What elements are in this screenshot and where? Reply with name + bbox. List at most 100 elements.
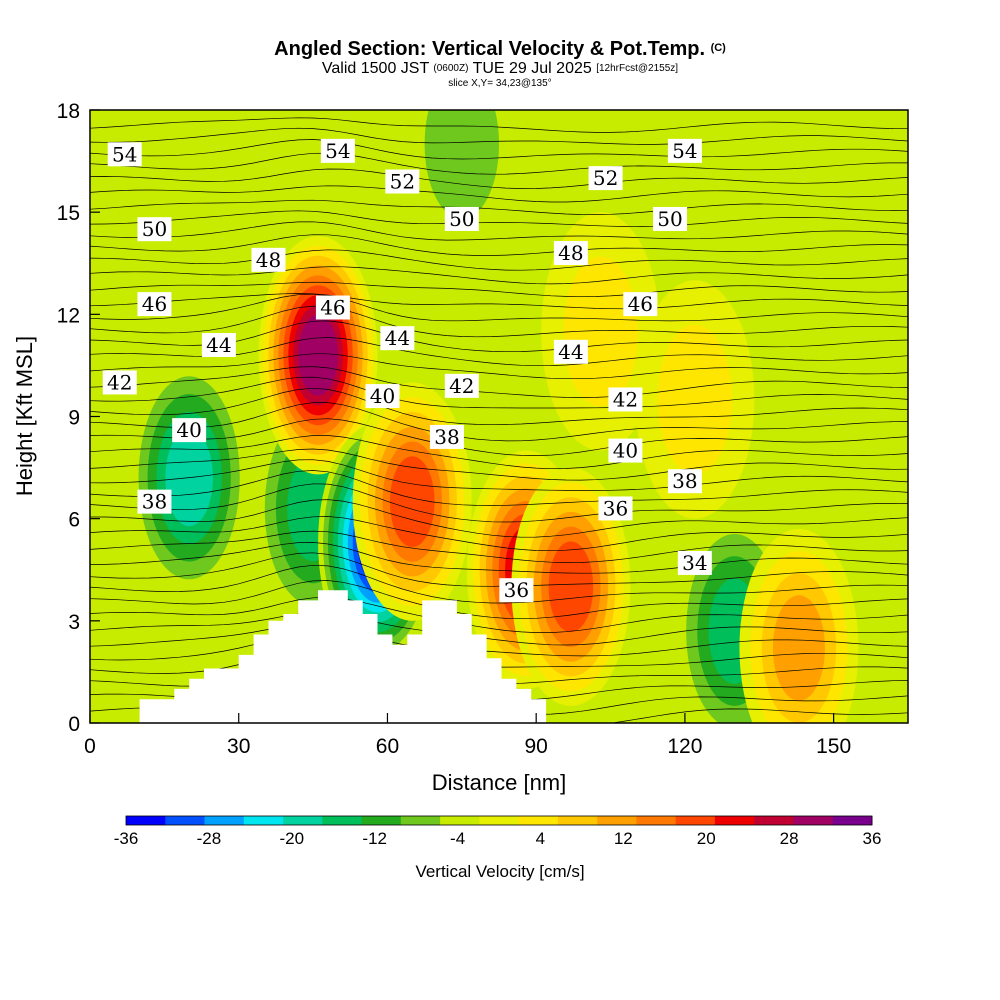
contour-label: 34 (682, 551, 707, 575)
contour-label: 54 (325, 139, 350, 163)
x-tick-label: 150 (816, 735, 851, 758)
contour-label: 50 (449, 207, 474, 231)
y-tick-label: 0 (68, 713, 80, 736)
contour-label: 52 (593, 166, 618, 190)
contour-label-bg (623, 292, 658, 317)
colorbar-frame (125, 815, 873, 826)
colorbar-tick-label: 4 (536, 829, 545, 848)
contour-label: 44 (206, 333, 231, 357)
contour-label: 44 (558, 340, 583, 364)
contour-label-bg (553, 241, 588, 266)
contour-label-bg (320, 138, 355, 163)
velocity-core (424, 110, 500, 219)
isentrope-line (90, 470, 908, 506)
colorbar-swatch (361, 816, 402, 825)
isentrope-line (90, 435, 908, 470)
contour-label-bg (137, 217, 172, 242)
chart-title: Angled Section: Vertical Velocity & Pot.… (274, 38, 726, 60)
colorbar-tick-label: -28 (197, 829, 222, 848)
velocity-core (298, 314, 338, 396)
y-tick-label: 9 (68, 407, 80, 430)
isentrope-line (90, 459, 908, 491)
x-tick-label: 30 (227, 735, 250, 758)
isentrope-line (90, 580, 908, 620)
colorbar-swatch (126, 816, 166, 825)
colorbar: -36 -28 -20 -12 -4 4 12 20 28 36 (114, 815, 881, 848)
colorbar-swatch (597, 816, 637, 825)
colorbar-swatch (636, 816, 677, 825)
isentrope-line (90, 199, 908, 215)
contour-label-bg (499, 578, 534, 603)
y-tick-label: 3 (68, 611, 80, 634)
isentrope-line (90, 139, 908, 160)
contour-label: 36 (603, 496, 628, 520)
colorbar-label: Vertical Velocity [cm/s] (415, 862, 585, 881)
colorbar-swatch (479, 816, 520, 825)
contour-label: 36 (504, 578, 529, 602)
velocity-core (772, 595, 825, 701)
isentrope-line (90, 516, 908, 552)
contour-label: 42 (449, 374, 474, 398)
terrain (90, 590, 908, 723)
contour-label-bg (385, 169, 420, 194)
isentrope-line (90, 564, 908, 604)
x-tick-label: 60 (376, 735, 399, 758)
y-tick-label: 6 (68, 509, 80, 532)
colorbar-swatch (283, 816, 323, 825)
contour-label: 48 (558, 241, 583, 265)
contour-label: 46 (628, 292, 653, 316)
contour-label: 40 (370, 384, 395, 408)
y-tick-label: 15 (57, 202, 80, 225)
isentrope-line (90, 266, 908, 285)
colorbar-tick-label: -36 (114, 829, 139, 848)
isentrope-line (90, 542, 908, 574)
velocity-core (657, 324, 733, 475)
contour-label-bg (667, 469, 702, 494)
isentrope-line (90, 530, 908, 563)
isentrope-line (90, 418, 908, 456)
contour-label-bg (608, 387, 643, 412)
isentrope-line (90, 376, 908, 409)
contour-label-bg (553, 339, 588, 364)
contour-label-bg (677, 550, 712, 575)
isentrope-line (90, 185, 908, 203)
chart-subtitle-slice: slice X,Y= 34,23@135° (448, 78, 552, 89)
isentrope-line (90, 612, 908, 646)
contour-label: 50 (142, 217, 167, 241)
isentrope-line (90, 210, 908, 227)
colorbar-swatch (322, 816, 363, 825)
contour-label: 46 (320, 296, 345, 320)
colorbar-tick-label: -4 (450, 829, 465, 848)
isentrope-line (90, 152, 908, 175)
contour-label: 40 (613, 439, 638, 463)
colorbar-swatch (754, 816, 794, 825)
contour-label-bg (107, 142, 142, 167)
isentrope-line (90, 366, 908, 398)
colorbar-tick-label: 12 (614, 829, 633, 848)
colorbar-swatch (165, 816, 206, 825)
colorbar-tick-label: 28 (780, 829, 799, 848)
contour-label-bg (315, 295, 350, 320)
contour-label: 42 (613, 387, 638, 411)
x-tick-label: 120 (667, 735, 702, 758)
contour-label-bg (137, 292, 172, 317)
y-tick-label: 18 (57, 100, 80, 123)
isentrope-line (90, 293, 908, 322)
contour-label: 40 (176, 418, 201, 442)
y-tick-label: 12 (57, 304, 80, 327)
contour-label-bg (598, 496, 633, 521)
colorbar-swatch (518, 816, 559, 825)
isentrope-line (90, 117, 908, 133)
colorbar-swatch (400, 816, 441, 825)
contour-label: 54 (112, 142, 137, 166)
velocity-core (563, 256, 638, 407)
isentrope-line (90, 281, 908, 298)
contour-label-bg (608, 438, 643, 463)
contour-label: 44 (385, 326, 410, 350)
isentrope-line (90, 305, 908, 338)
contour-label: 48 (256, 248, 281, 272)
isentrope-line (90, 293, 908, 310)
contour-label-bg (172, 418, 207, 443)
